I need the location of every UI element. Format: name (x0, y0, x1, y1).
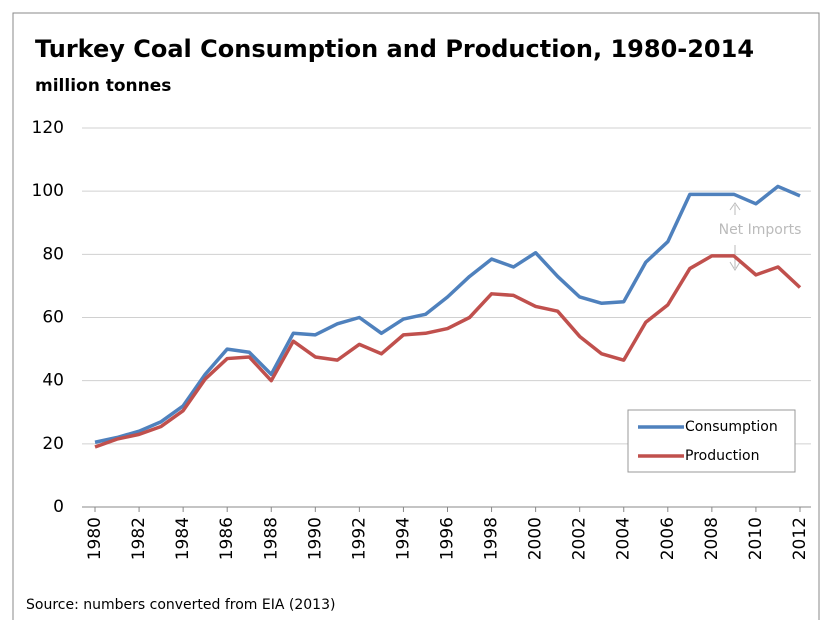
x-tick-label: 2002 (570, 517, 590, 560)
y-tick-label: 100 (32, 181, 64, 201)
x-tick-label: 2008 (702, 517, 722, 560)
x-tick-label: 1996 (438, 517, 458, 560)
y-tick-label: 60 (42, 308, 64, 328)
x-tick-label: 2006 (658, 517, 678, 560)
x-tick-label: 1992 (349, 517, 369, 560)
x-tick-label: 2000 (526, 517, 546, 560)
y-tick-label: 40 (42, 371, 64, 391)
legend-label: Production (685, 448, 759, 464)
legend-label: Consumption (685, 419, 778, 435)
y-tick-label: 80 (42, 244, 64, 264)
line-series (94, 184, 801, 444)
x-tick-label: 2012 (790, 517, 810, 560)
annotation: Net Imports (719, 202, 802, 271)
annotation-arrows (729, 202, 741, 271)
frame (12, 12, 820, 620)
y-tick-label: 120 (32, 118, 64, 138)
x-tick-label: 1998 (482, 517, 502, 560)
x-tick-label: 1980 (85, 517, 105, 560)
x-tick-label: 1986 (217, 517, 237, 560)
chart-title: Turkey Coal Consumption and Production, … (35, 35, 754, 63)
x-tick-label: 2004 (614, 517, 634, 560)
x-tick-label: 1984 (173, 517, 193, 560)
x-tick-label: 1988 (261, 517, 281, 560)
legend-box (627, 409, 796, 473)
x-tick-label: 2010 (746, 517, 766, 560)
y-tick-label: 0 (53, 497, 64, 517)
y-tick-label: 20 (42, 434, 64, 454)
x-tick-label: 1994 (393, 517, 413, 560)
chart-subtitle: million tonnes (35, 76, 171, 96)
line-series (94, 254, 802, 449)
source-note: Source: numbers converted from EIA (2013… (26, 597, 335, 613)
x-tick-label: 1990 (305, 517, 325, 560)
annotation-text: Net Imports (719, 222, 802, 238)
x-tick-label: 1982 (129, 517, 149, 560)
